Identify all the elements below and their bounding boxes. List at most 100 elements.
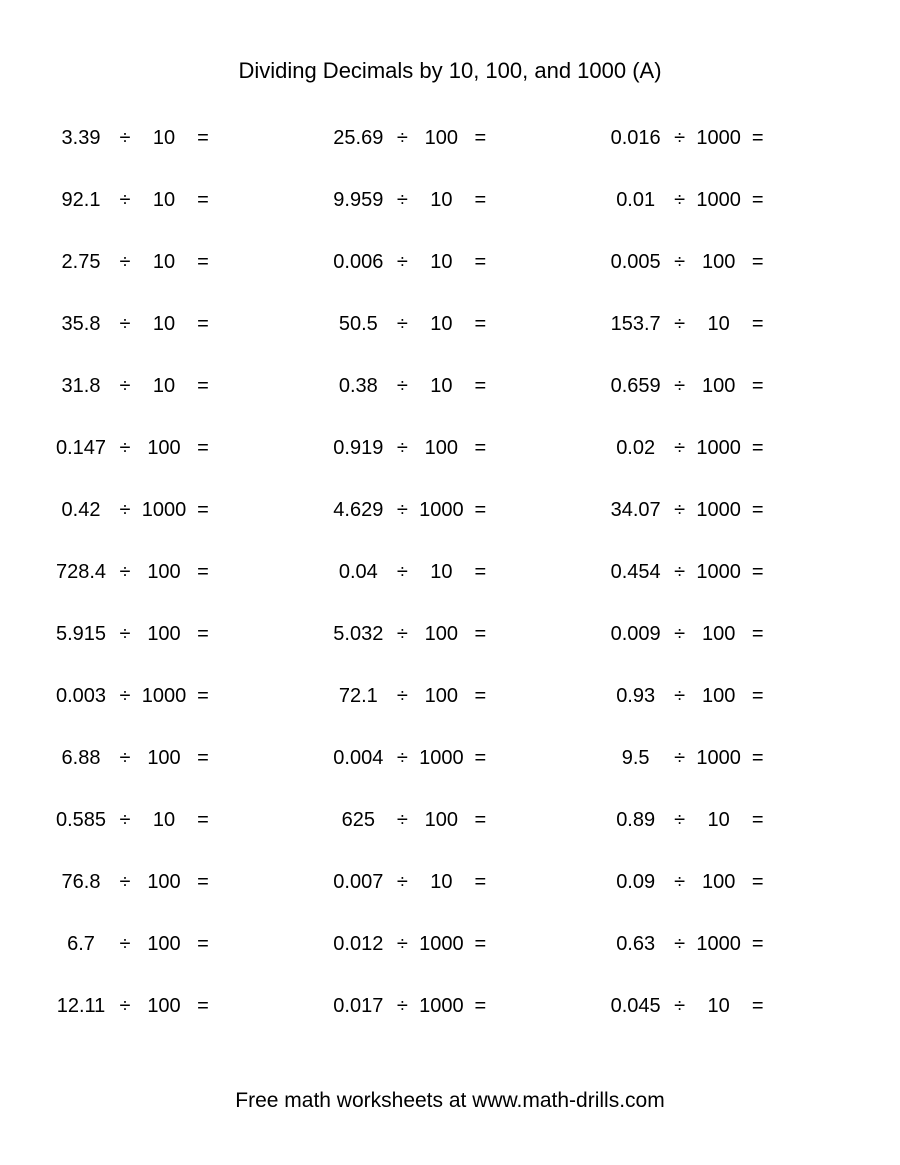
divisor: 1000 <box>693 190 745 210</box>
divisor: 10 <box>138 128 190 148</box>
dividend: 0.012 <box>327 934 389 954</box>
divisor: 10 <box>138 376 190 396</box>
divide-operator: ÷ <box>667 748 693 768</box>
equals-sign: = <box>190 190 216 210</box>
divisor: 1000 <box>693 562 745 582</box>
division-problem: 0.659÷100= <box>605 376 850 396</box>
divisor: 100 <box>138 438 190 458</box>
divisor: 100 <box>138 872 190 892</box>
division-problem: 4.629÷1000= <box>327 500 572 520</box>
page-title: Dividing Decimals by 10, 100, and 1000 (… <box>50 58 850 84</box>
dividend: 0.009 <box>605 624 667 644</box>
dividend: 0.017 <box>327 996 389 1016</box>
division-problem: 0.09÷100= <box>605 872 850 892</box>
divisor: 1000 <box>138 686 190 706</box>
divide-operator: ÷ <box>667 686 693 706</box>
divisor: 100 <box>138 748 190 768</box>
equals-sign: = <box>190 562 216 582</box>
division-problem: 50.5÷10= <box>327 314 572 334</box>
division-problem: 0.38÷10= <box>327 376 572 396</box>
divide-operator: ÷ <box>667 128 693 148</box>
divisor: 100 <box>693 252 745 272</box>
equals-sign: = <box>745 128 771 148</box>
divisor: 1000 <box>415 748 467 768</box>
equals-sign: = <box>467 314 493 334</box>
equals-sign: = <box>467 128 493 148</box>
dividend: 0.147 <box>50 438 112 458</box>
divide-operator: ÷ <box>112 190 138 210</box>
divide-operator: ÷ <box>389 872 415 892</box>
equals-sign: = <box>745 624 771 644</box>
divide-operator: ÷ <box>667 934 693 954</box>
divisor: 1000 <box>693 500 745 520</box>
division-problem: 12.11÷100= <box>50 996 295 1016</box>
divisor: 100 <box>138 562 190 582</box>
divisor: 100 <box>415 686 467 706</box>
divisor: 100 <box>693 376 745 396</box>
divide-operator: ÷ <box>112 872 138 892</box>
divide-operator: ÷ <box>112 500 138 520</box>
divide-operator: ÷ <box>667 562 693 582</box>
divide-operator: ÷ <box>389 934 415 954</box>
divisor: 100 <box>415 810 467 830</box>
divide-operator: ÷ <box>389 686 415 706</box>
dividend: 92.1 <box>50 190 112 210</box>
divisor: 10 <box>693 810 745 830</box>
divisor: 1000 <box>415 500 467 520</box>
divisor: 100 <box>693 872 745 892</box>
problem-column: 3.39÷10=92.1÷10=2.75÷10=35.8÷10=31.8÷10=… <box>50 128 295 1016</box>
dividend: 35.8 <box>50 314 112 334</box>
divide-operator: ÷ <box>389 438 415 458</box>
division-problem: 0.147÷100= <box>50 438 295 458</box>
division-problem: 0.006÷10= <box>327 252 572 272</box>
division-problem: 0.63÷1000= <box>605 934 850 954</box>
division-problem: 72.1÷100= <box>327 686 572 706</box>
division-problem: 0.007÷10= <box>327 872 572 892</box>
dividend: 0.585 <box>50 810 112 830</box>
problem-grid: 3.39÷10=92.1÷10=2.75÷10=35.8÷10=31.8÷10=… <box>50 128 850 1016</box>
equals-sign: = <box>467 252 493 272</box>
division-problem: 0.003÷1000= <box>50 686 295 706</box>
divisor: 10 <box>138 810 190 830</box>
division-problem: 0.919÷100= <box>327 438 572 458</box>
divisor: 10 <box>415 376 467 396</box>
division-problem: 0.04÷10= <box>327 562 572 582</box>
divisor: 100 <box>415 624 467 644</box>
divisor: 100 <box>138 624 190 644</box>
division-problem: 6.88÷100= <box>50 748 295 768</box>
division-problem: 0.42÷1000= <box>50 500 295 520</box>
division-problem: 5.915÷100= <box>50 624 295 644</box>
divide-operator: ÷ <box>389 376 415 396</box>
divisor: 1000 <box>415 934 467 954</box>
division-problem: 0.02÷1000= <box>605 438 850 458</box>
equals-sign: = <box>190 314 216 334</box>
divide-operator: ÷ <box>389 500 415 520</box>
dividend: 0.045 <box>605 996 667 1016</box>
equals-sign: = <box>190 438 216 458</box>
divide-operator: ÷ <box>389 252 415 272</box>
division-problem: 2.75÷10= <box>50 252 295 272</box>
divide-operator: ÷ <box>389 810 415 830</box>
divide-operator: ÷ <box>667 500 693 520</box>
division-problem: 153.7÷10= <box>605 314 850 334</box>
divisor: 10 <box>138 190 190 210</box>
dividend: 2.75 <box>50 252 112 272</box>
dividend: 0.006 <box>327 252 389 272</box>
dividend: 0.003 <box>50 686 112 706</box>
divide-operator: ÷ <box>667 190 693 210</box>
dividend: 728.4 <box>50 562 112 582</box>
divide-operator: ÷ <box>389 996 415 1016</box>
divide-operator: ÷ <box>112 748 138 768</box>
division-problem: 3.39÷10= <box>50 128 295 148</box>
dividend: 0.93 <box>605 686 667 706</box>
divide-operator: ÷ <box>112 314 138 334</box>
division-problem: 0.01÷1000= <box>605 190 850 210</box>
equals-sign: = <box>467 810 493 830</box>
dividend: 34.07 <box>605 500 667 520</box>
divisor: 100 <box>415 438 467 458</box>
dividend: 0.42 <box>50 500 112 520</box>
dividend: 0.09 <box>605 872 667 892</box>
equals-sign: = <box>190 872 216 892</box>
divisor: 10 <box>138 252 190 272</box>
divisor: 1000 <box>693 438 745 458</box>
